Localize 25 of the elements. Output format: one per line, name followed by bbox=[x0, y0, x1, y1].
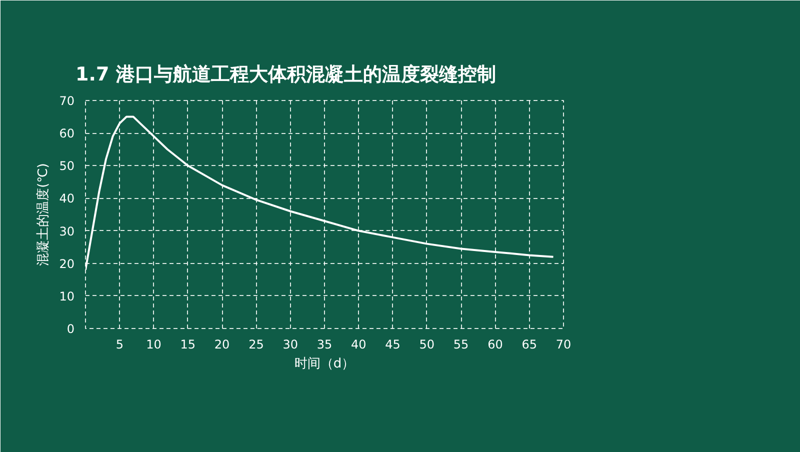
x-tick-label: 20 bbox=[214, 338, 230, 352]
y-tick-label: 40 bbox=[59, 192, 75, 206]
x-tick-label: 55 bbox=[453, 338, 469, 352]
y-tick-label: 10 bbox=[59, 289, 75, 304]
x-tick-label: 50 bbox=[419, 338, 435, 352]
x-tick-label: 35 bbox=[316, 338, 332, 352]
x-tick-label: 40 bbox=[351, 338, 366, 352]
x-tick-label: 65 bbox=[522, 338, 538, 352]
x-tick-label: 5 bbox=[116, 338, 124, 352]
x-axis-title: 时间（d） bbox=[294, 356, 355, 372]
y-tick-label: 30 bbox=[59, 224, 75, 238]
x-tick-label: 60 bbox=[488, 338, 503, 352]
x-tick-label: 45 bbox=[385, 338, 400, 352]
x-tick-label: 10 bbox=[146, 338, 162, 352]
y-tick-label: 70 bbox=[59, 94, 75, 108]
y-tick-label: 20 bbox=[59, 256, 75, 271]
y-tick-label: 60 bbox=[59, 126, 75, 141]
chart-title: 1.7 港口与航道工程大体积混凝土的温度裂缝控制 bbox=[76, 64, 496, 86]
x-tick-label: 25 bbox=[248, 338, 264, 352]
y-tick-label: 50 bbox=[59, 159, 75, 174]
y-tick-label: 0 bbox=[66, 322, 75, 336]
x-tick-label: 70 bbox=[556, 338, 572, 352]
y-axis-title: 混凝土的温度(℃) bbox=[35, 163, 52, 266]
x-tick-label: 15 bbox=[180, 338, 196, 352]
x-tick-label: 30 bbox=[282, 338, 298, 352]
